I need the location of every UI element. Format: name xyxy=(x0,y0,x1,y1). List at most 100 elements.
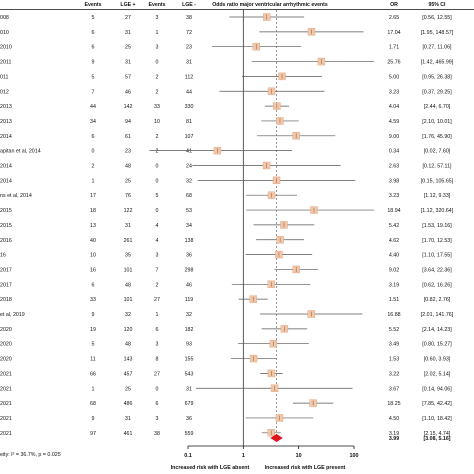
or-value: 4.59 xyxy=(389,119,399,125)
events-lge-neg: 0 xyxy=(156,178,159,184)
lge-neg-count: 23 xyxy=(186,45,192,51)
or-value: 3.67 xyxy=(389,386,399,392)
lge-pos-count: 101 xyxy=(124,297,133,303)
study-label: 2014 xyxy=(0,178,12,184)
lge-neg-count: 41 xyxy=(186,149,192,155)
study-row: 2017 16 101 7 298 9.02 [3.64, 22.36] xyxy=(0,265,452,273)
ci-value: [1.95, 148.57] xyxy=(421,30,454,36)
ci-value: [1.76, 45.90] xyxy=(422,134,452,140)
ci-value: [0.62, 16.26] xyxy=(422,282,452,288)
lge-neg-count: 68 xyxy=(186,193,192,199)
events-lge-neg: 2 xyxy=(156,282,159,288)
events-lge-neg: 1 xyxy=(156,30,159,36)
study-label: 011 xyxy=(0,74,8,80)
events-lge-pos: 40 xyxy=(90,238,96,244)
study-label: 008 xyxy=(0,15,9,21)
events-lge-pos: 0 xyxy=(92,149,95,155)
or-value: 5.42 xyxy=(389,223,399,229)
ci-value: [2.44, 6.70] xyxy=(424,104,451,110)
events-lge-pos: 5 xyxy=(92,74,95,80)
study-row: 2013 34 94 10 81 4.59 [2.10, 10.01] xyxy=(0,117,452,125)
lge-pos-count: 142 xyxy=(124,104,133,110)
ci-value: [2.01, 141.76] xyxy=(421,312,454,318)
events-lge-neg: 0 xyxy=(156,208,159,214)
events-lge-pos: 6 xyxy=(92,134,95,140)
events-lge-neg: 3 xyxy=(156,416,159,422)
study-row: 011 5 57 2 112 5.00 [0.95, 26.38] xyxy=(0,72,452,80)
or-value: 3.23 xyxy=(389,89,399,95)
ci-value: [0.12, 57.11] xyxy=(422,164,452,170)
header-lge-pos: LGE + xyxy=(120,2,135,8)
study-label: 2013 xyxy=(0,104,12,110)
ci-value: [1.53, 19.16] xyxy=(422,223,452,229)
pooled-diamond xyxy=(270,434,283,442)
lge-neg-count: 138 xyxy=(185,238,194,244)
ci-value: [0.56, 12.55] xyxy=(422,15,452,21)
or-value: 0.34 xyxy=(389,149,399,155)
events-lge-neg: 6 xyxy=(156,327,159,333)
events-lge-pos: 5 xyxy=(92,15,95,21)
events-lge-neg: 0 xyxy=(156,164,159,170)
x-tick-label: 100 xyxy=(350,453,359,459)
study-row: 2021 68 486 6 679 18.25 [7.85, 42.42] xyxy=(0,399,452,407)
lge-pos-count: 48 xyxy=(125,164,131,170)
study-row: 2011 9 31 0 31 25.76 [1.42, 465.99] xyxy=(0,57,454,66)
events-lge-pos: 18 xyxy=(90,208,96,214)
ci-value: [1.42, 465.99] xyxy=(421,60,454,66)
ci-value: [0.15, 105.65] xyxy=(421,178,454,184)
or-value: 16.88 xyxy=(387,312,400,318)
lge-neg-count: 38 xyxy=(186,15,192,21)
lge-neg-count: 93 xyxy=(186,342,192,348)
study-label: ns et al, 2014 xyxy=(0,193,32,199)
ci-value: [0.27, 11.06] xyxy=(422,45,452,51)
events-lge-pos: 34 xyxy=(90,119,96,125)
or-value: 4.62 xyxy=(389,238,399,244)
study-label: 2021 xyxy=(0,371,12,377)
ci-value: [2.15, 4.74] xyxy=(424,431,451,437)
header-row: Events LGE + Events LGE - Odds ratio maj… xyxy=(84,2,446,8)
study-row: 2014 1 25 0 32 3.98 [0.15, 105.65] xyxy=(0,176,454,184)
study-label: 2014 xyxy=(0,134,12,140)
events-lge-neg: 2 xyxy=(156,134,159,140)
study-row: 012 7 46 2 44 3.23 [0.37, 29.25] xyxy=(0,87,452,95)
study-label: 012 xyxy=(0,89,9,95)
or-value: 3.22 xyxy=(389,371,399,377)
x-label-left: Increased risk with LGE absent xyxy=(171,465,250,471)
events-lge-pos: 10 xyxy=(90,253,96,259)
study-label: et al, 2019 xyxy=(0,312,25,318)
study-row: 008 5 27 3 38 2.65 [0.56, 12.55] xyxy=(0,13,452,21)
lge-neg-count: 36 xyxy=(186,253,192,259)
or-value: 18.94 xyxy=(387,208,400,214)
x-label-right: Increased risk with LGE present xyxy=(265,465,346,471)
study-label: 16 xyxy=(0,253,6,259)
ci-value: [1.10, 17.55] xyxy=(422,253,452,259)
events-lge-neg: 8 xyxy=(156,357,159,363)
or-value: 4.40 xyxy=(389,253,399,259)
lge-pos-count: 120 xyxy=(124,327,133,333)
lge-neg-count: 31 xyxy=(186,386,192,392)
ci-value: [0.82, 2.76] xyxy=(424,297,451,303)
lge-pos-count: 57 xyxy=(125,74,131,80)
lge-neg-count: 559 xyxy=(185,431,194,437)
events-lge-pos: 16 xyxy=(90,267,96,273)
events-lge-pos: 17 xyxy=(90,193,96,199)
events-lge-neg: 3 xyxy=(156,45,159,51)
x-tick-label: 1 xyxy=(242,453,245,459)
study-label: 2020 xyxy=(0,342,12,348)
study-row: ns et al, 2014 17 76 5 68 3.23 [1.12, 9.33] xyxy=(0,191,451,199)
events-lge-neg: 5 xyxy=(156,193,159,199)
or-value: 5.00 xyxy=(389,74,399,80)
events-lge-neg: 7 xyxy=(156,267,159,273)
events-lge-neg: 2 xyxy=(156,89,159,95)
lge-neg-count: 182 xyxy=(185,327,194,333)
header-plot-title: Odds ratio major ventricular arrhythmic … xyxy=(212,2,328,8)
lge-pos-count: 94 xyxy=(125,119,131,125)
or-value: 3.19 xyxy=(389,431,399,437)
events-lge-pos: 6 xyxy=(92,30,95,36)
lge-neg-count: 330 xyxy=(185,104,194,110)
lge-neg-count: 298 xyxy=(185,267,194,273)
events-lge-pos: 33 xyxy=(90,297,96,303)
study-label: 2020 xyxy=(0,327,12,333)
ci-value: [1.12, 9.33] xyxy=(424,193,451,199)
